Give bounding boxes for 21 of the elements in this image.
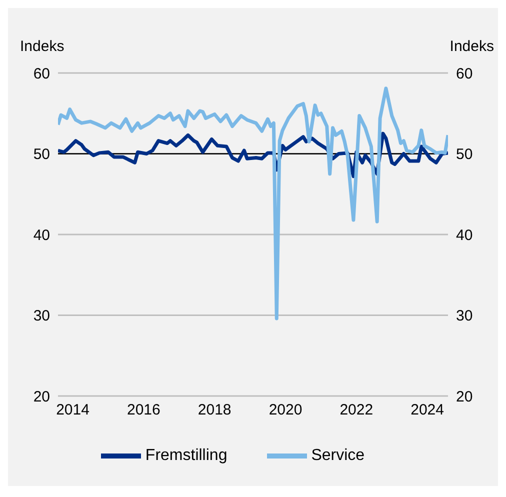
- y2-tick-label: 60: [456, 65, 473, 82]
- x-tick-label: 2022: [340, 402, 374, 419]
- y2-tick-label: 40: [456, 226, 473, 244]
- x-tick-label: 2014: [56, 402, 90, 419]
- y2-tick-label: 20: [456, 388, 473, 406]
- x-tick-label: 2020: [268, 402, 302, 419]
- y-tick-label: 40: [33, 226, 50, 244]
- y2-tick-label: 50: [456, 146, 473, 164]
- legend-label: Fremstilling: [145, 447, 228, 464]
- y-tick-label: 30: [33, 308, 50, 325]
- y2-axis-title: Indeks: [450, 38, 494, 55]
- legend-label: Service: [311, 447, 365, 464]
- y-tick-label: 60: [33, 65, 50, 82]
- x-tick-label: 2016: [126, 402, 160, 419]
- x-tick-label: 2024: [410, 402, 444, 419]
- x-tick-label: 2018: [198, 402, 232, 419]
- y-tick-label: 20: [33, 388, 50, 406]
- y-tick-label: 50: [33, 146, 50, 164]
- y2-tick-label: 30: [456, 308, 473, 325]
- line-series: [58, 86, 448, 320]
- y-axis-title: Indeks: [20, 38, 64, 55]
